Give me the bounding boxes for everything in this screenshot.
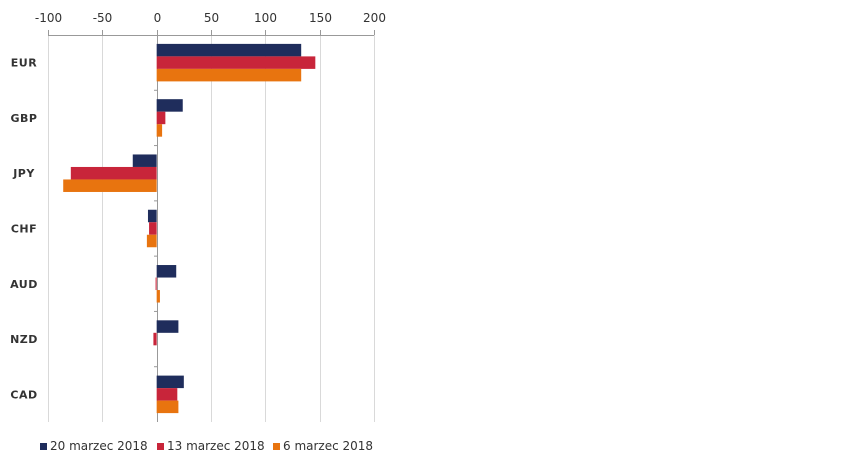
bar-nzd-series-1	[153, 332, 157, 346]
legend-label-2: 6 marzec 2018	[283, 439, 373, 453]
category-label-cad: CAD	[10, 388, 37, 401]
bar-chf-series-0	[147, 209, 157, 223]
bar-eur-series-1	[156, 56, 316, 69]
bar-jpy-series-1	[70, 166, 157, 180]
tick-label: 200	[363, 11, 386, 25]
category-label-chf: CHF	[11, 223, 37, 236]
bar-cad-series-1	[156, 388, 178, 401]
bar-cad-series-0	[156, 375, 184, 389]
bar-jpy-series-2	[63, 179, 157, 192]
tick-label: -100	[35, 11, 62, 25]
category-label-eur: EUR	[11, 57, 37, 70]
bar-aud-series-1	[155, 277, 157, 291]
bars	[63, 43, 316, 414]
legend-swatch-0	[40, 443, 47, 450]
x-axis-ticks: -100 -50 0 50 100 150 200	[35, 11, 386, 422]
category-labels: EUR GBP JPY CHF AUD NZD CAD	[10, 57, 38, 402]
bar-chf-series-1	[149, 222, 157, 235]
tick-label: 0	[154, 11, 162, 25]
bar-gbp-series-0	[156, 99, 183, 112]
bar-gbp-series-1	[156, 111, 166, 125]
bar-nzd-series-0	[156, 320, 179, 333]
bar-jpy-series-0	[132, 154, 157, 167]
category-label-aud: AUD	[10, 278, 38, 291]
tick-label: 150	[309, 11, 332, 25]
category-label-gbp: GBP	[11, 112, 38, 125]
legend-label-1: 13 marzec 2018	[167, 439, 265, 453]
bar-chf-series-2	[146, 234, 157, 248]
legend-label-0: 20 marzec 2018	[50, 439, 148, 453]
bar-eur-series-0	[156, 43, 302, 57]
legend-swatch-2	[273, 443, 280, 450]
legend: 20 marzec 2018 13 marzec 2018 6 marzec 201…	[40, 439, 373, 453]
gridlines	[48, 35, 375, 422]
tick-label: -50	[93, 11, 113, 25]
tick-label: 100	[254, 11, 277, 25]
bar-aud-series-0	[156, 265, 177, 278]
bar-eur-series-2	[156, 68, 302, 82]
bar-aud-series-2	[156, 290, 160, 303]
bar-cad-series-2	[156, 400, 179, 414]
category-label-nzd: NZD	[10, 333, 38, 346]
bar-gbp-series-2	[156, 124, 163, 137]
legend-swatch-1	[157, 443, 164, 450]
tick-label: 50	[204, 11, 219, 25]
category-label-jpy: JPY	[12, 167, 35, 180]
